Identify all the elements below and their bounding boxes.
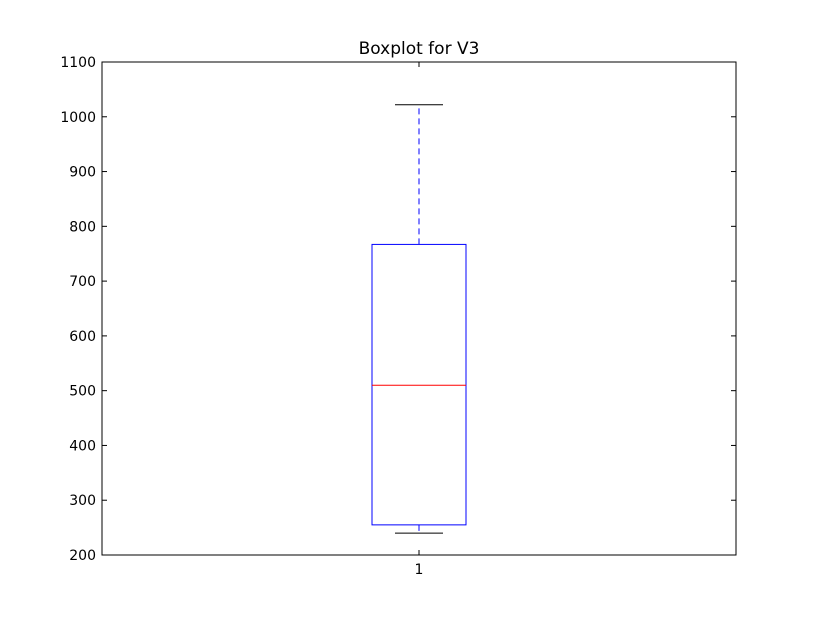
y-tick-label: 600: [69, 329, 96, 345]
y-tick-label: 400: [69, 438, 96, 454]
y-tick-label: 500: [69, 384, 96, 400]
iqr-box: [371, 243, 467, 526]
plot-area: [101, 61, 737, 556]
chart-title: Boxplot for V3: [359, 39, 480, 59]
y-tick-label: 1100: [60, 55, 96, 71]
y-tick-label: 200: [69, 548, 96, 564]
y-tick-label: 900: [69, 165, 96, 181]
y-tick-label: 1000: [60, 110, 96, 126]
y-tick-label: 800: [69, 219, 96, 235]
x-tick-label: 1: [415, 562, 424, 578]
x-axis: 1: [415, 62, 424, 578]
box-group: [371, 104, 467, 534]
y-tick-label: 700: [69, 274, 96, 290]
y-axis: 200 300 400 500 600 700 800 900 1000 1100: [60, 55, 736, 564]
y-tick-label: 300: [69, 493, 96, 509]
